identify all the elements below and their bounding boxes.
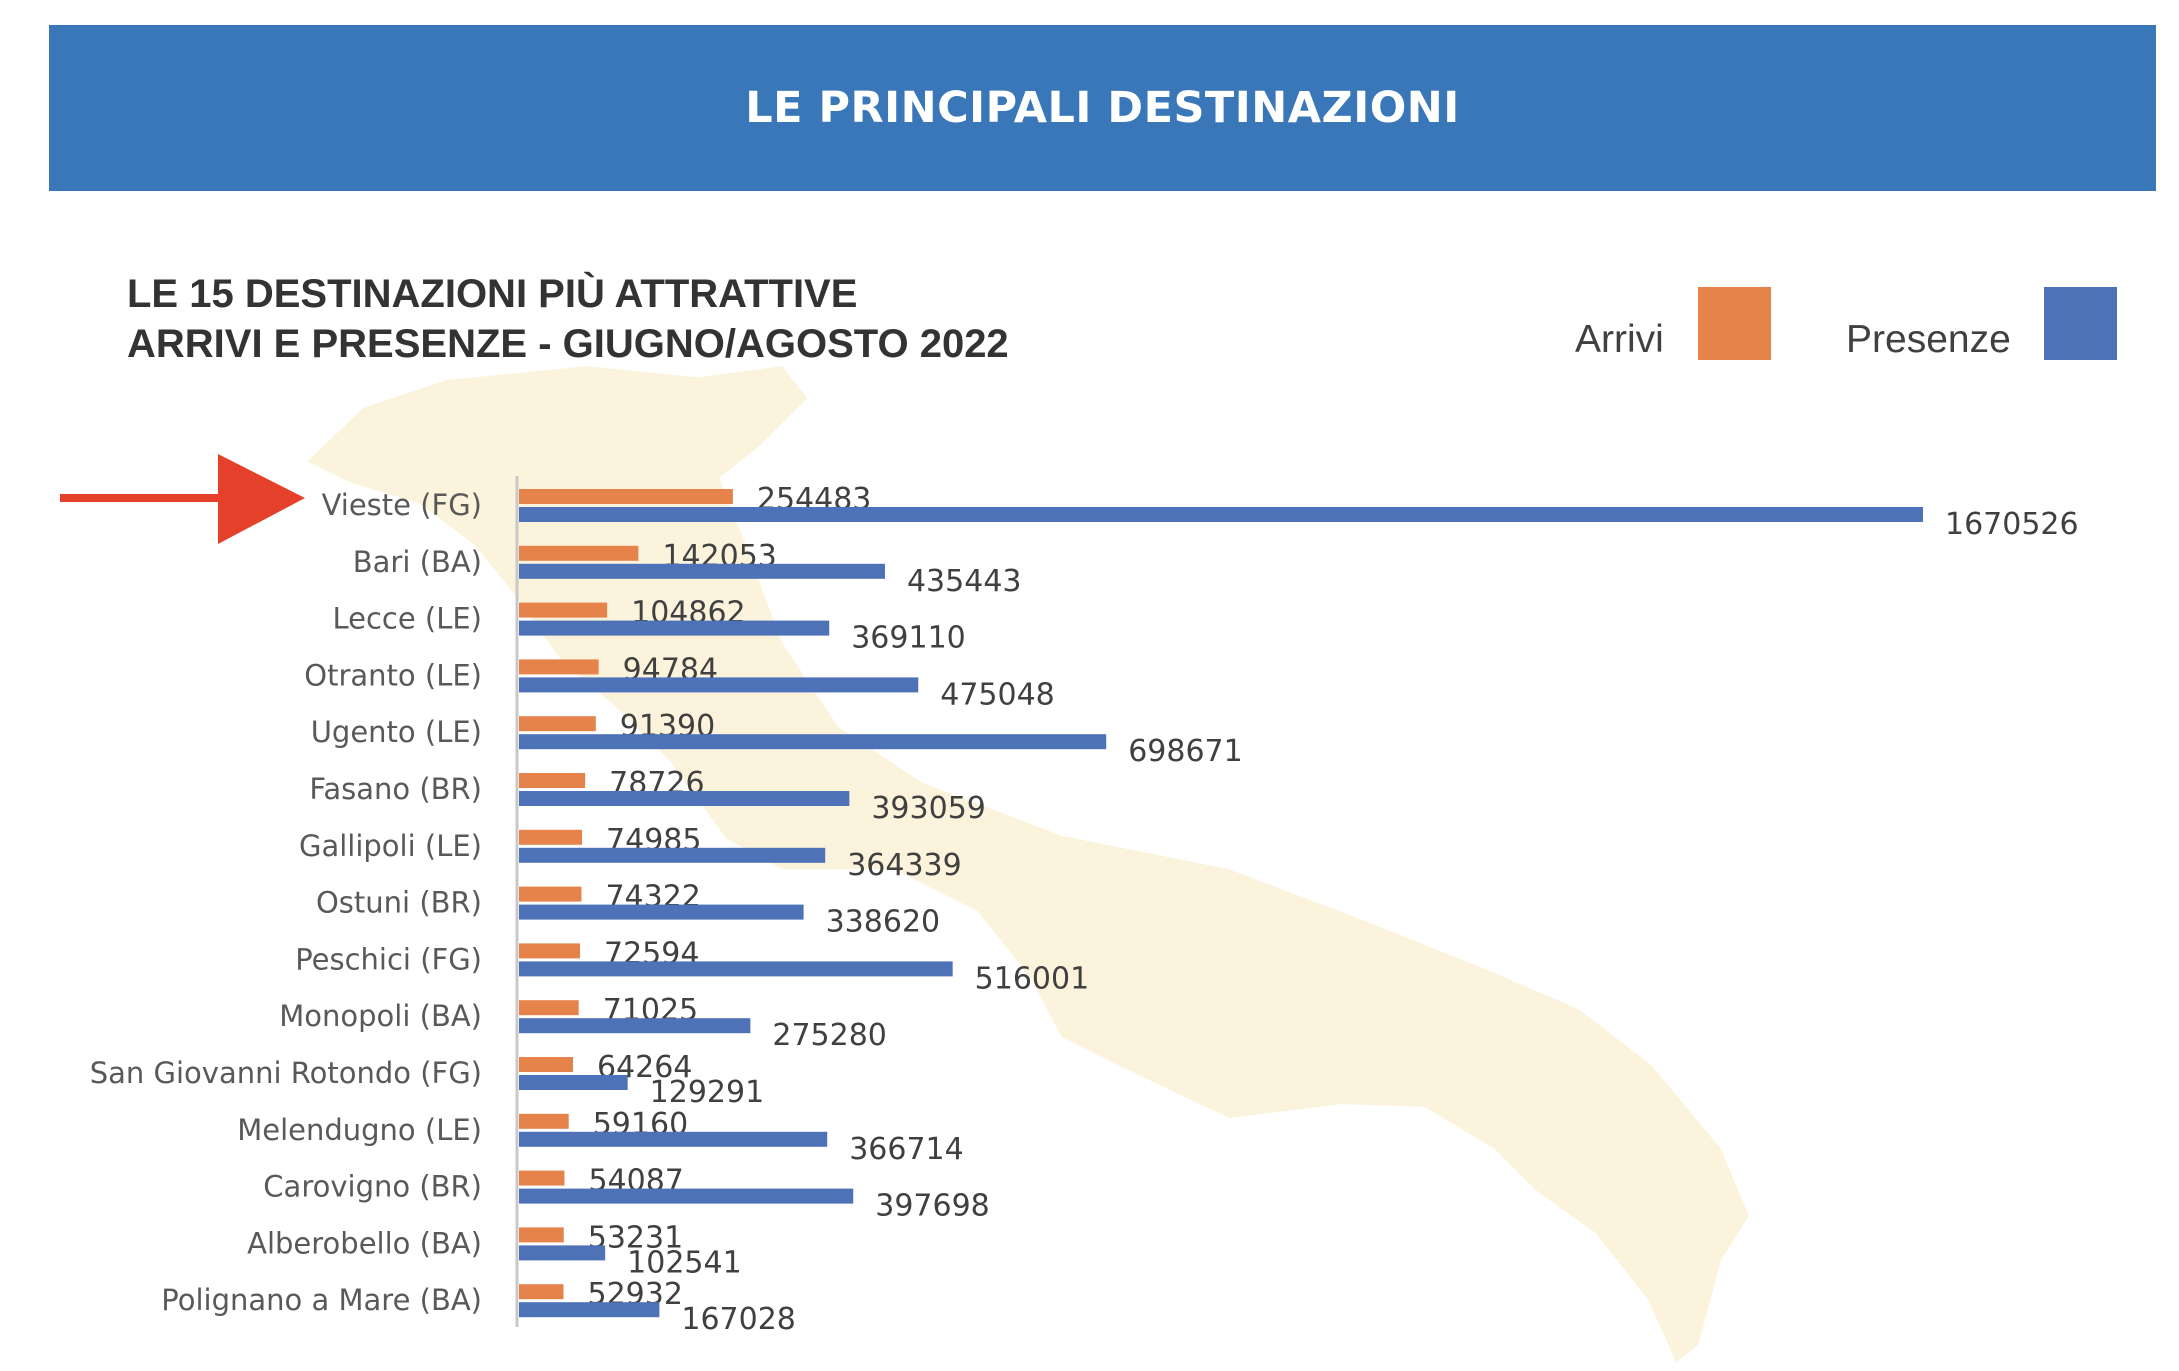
bar-presenze <box>519 507 1923 522</box>
data-label-presenze: 397698 <box>875 1189 990 1224</box>
legend-label-arrivi: Arrivi <box>1575 318 1664 361</box>
bar-presenze <box>519 1245 606 1261</box>
bar-arrivi <box>519 1057 574 1072</box>
bar-arrivi <box>519 886 582 902</box>
bar-arrivi <box>519 716 596 732</box>
chart-title-line-2: ARRIVI E PRESENZE - GIUGNO/AGOSTO 2022 <box>127 322 1009 366</box>
category-label: Bari (BA) <box>353 545 482 579</box>
data-label-presenze: 1670526 <box>1945 507 2079 542</box>
legend-swatch-arrivi <box>1698 287 1771 360</box>
bar-arrivi <box>519 1113 569 1129</box>
data-label-presenze: 366714 <box>849 1132 964 1167</box>
category-label: Melendugno (LE) <box>237 1113 482 1147</box>
data-label-presenze: 129291 <box>650 1075 765 1110</box>
category-label: Peschici (FG) <box>295 942 482 976</box>
header-banner: LE PRINCIPALI DESTINAZIONI <box>49 25 2156 191</box>
bar-presenze <box>519 847 826 863</box>
category-label: Alberobello (BA) <box>247 1226 482 1260</box>
data-label-presenze: 167028 <box>681 1302 796 1337</box>
category-label: Carovigno (BR) <box>263 1170 482 1204</box>
bar-arrivi <box>519 1170 565 1186</box>
category-label: Fasano (BR) <box>309 772 482 806</box>
data-label-presenze: 698671 <box>1128 734 1243 769</box>
bar-presenze <box>519 961 953 977</box>
arrow-head <box>218 454 305 544</box>
bar-presenze <box>519 734 1107 750</box>
data-label-presenze: 475048 <box>940 677 1055 712</box>
data-label-presenze: 369110 <box>851 621 966 656</box>
data-label-presenze: 102541 <box>627 1245 742 1280</box>
bar-arrivi <box>519 943 581 959</box>
data-label-presenze: 364339 <box>847 848 962 883</box>
category-label: Polignano a Mare (BA) <box>161 1283 482 1317</box>
bar-arrivi <box>519 773 586 788</box>
red-arrow-icon <box>60 454 305 544</box>
category-label: Ugento (LE) <box>311 715 482 749</box>
data-label-presenze: 393059 <box>871 791 986 826</box>
bar-arrivi <box>519 489 733 504</box>
category-label: San Giovanni Rotondo (FG) <box>90 1056 482 1090</box>
category-label: Vieste (FG) <box>322 488 482 522</box>
bar-arrivi <box>519 659 599 675</box>
category-label: Gallipoli (LE) <box>299 829 482 863</box>
legend-label-presenze: Presenze <box>1846 318 2011 361</box>
legend-swatch-presenze <box>2044 287 2117 360</box>
bar-presenze <box>519 1188 854 1204</box>
bar-presenze <box>519 1075 628 1090</box>
category-label: Ostuni (BR) <box>316 886 482 920</box>
bar-arrivi <box>519 1227 564 1243</box>
page-title: LE PRINCIPALI DESTINAZIONI <box>745 83 1460 133</box>
bar-presenze <box>519 1131 828 1147</box>
chart-title-line-1: LE 15 DESTINAZIONI PIÙ ATTRATTIVE <box>127 272 858 316</box>
bar-arrivi <box>519 545 639 561</box>
bar-presenze <box>519 677 919 693</box>
bar-presenze <box>519 563 885 579</box>
category-label: Lecce (LE) <box>332 602 482 636</box>
arrow-shaft <box>60 494 225 502</box>
bar-arrivi <box>519 602 608 618</box>
data-label-presenze: 275280 <box>772 1018 887 1053</box>
category-label: Otranto (LE) <box>304 658 482 692</box>
bar-presenze <box>519 1302 660 1318</box>
data-label-presenze: 516001 <box>975 961 1090 996</box>
bar-presenze <box>519 904 804 920</box>
bar-presenze <box>519 620 830 636</box>
data-label-presenze: 435443 <box>907 564 1022 599</box>
bar-presenze <box>519 791 850 806</box>
bar-arrivi <box>519 1000 579 1016</box>
category-label: Monopoli (BA) <box>279 999 482 1033</box>
bar-presenze <box>519 1018 751 1034</box>
bar-arrivi <box>519 1284 564 1300</box>
data-label-presenze: 338620 <box>826 905 941 940</box>
bar-arrivi <box>519 829 583 845</box>
